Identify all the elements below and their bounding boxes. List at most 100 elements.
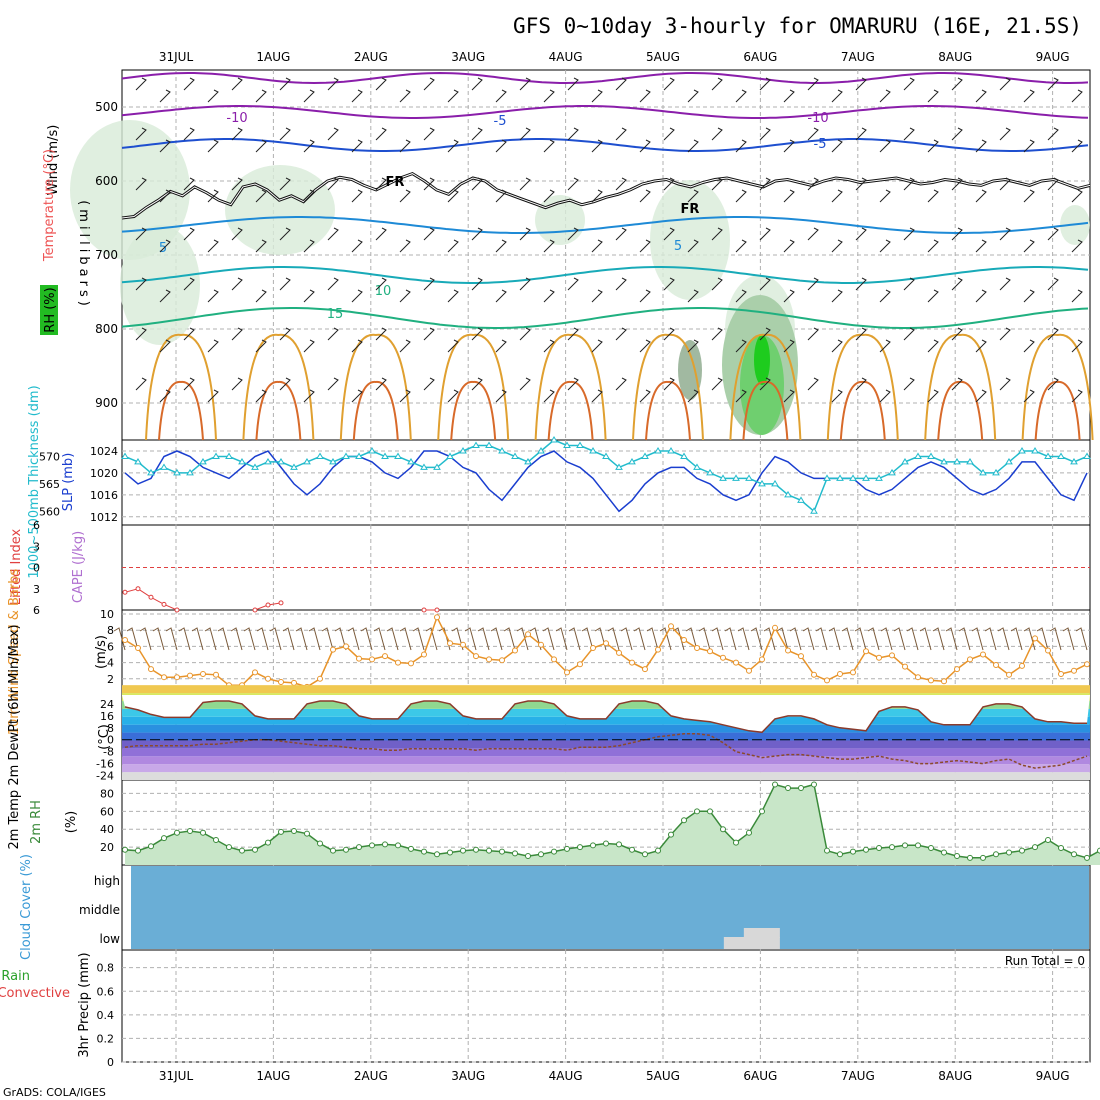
wind10-barb	[516, 627, 529, 651]
wind-barb	[663, 227, 675, 241]
isotherm-arch	[255, 380, 302, 441]
wind-barb	[807, 77, 819, 91]
thickness-point	[1044, 452, 1052, 459]
wind-barb	[639, 339, 651, 353]
wind10-barb	[347, 627, 360, 651]
axis-title-rh2m-unit: (%)	[64, 811, 79, 834]
wind-barb	[927, 139, 939, 153]
isotherm-arch	[547, 380, 594, 441]
wind-barb	[423, 177, 435, 191]
wind-barb	[135, 377, 147, 391]
wind-barb	[399, 139, 411, 153]
wind-barb	[183, 77, 195, 91]
wind-barb	[1047, 327, 1059, 341]
wind10-point	[720, 654, 726, 661]
isotherm-line	[121, 307, 1089, 329]
wind-barb	[447, 89, 459, 103]
wind10-barb	[724, 627, 737, 651]
wind10-barb	[711, 627, 724, 651]
thickness-point	[1005, 457, 1013, 465]
wind-barb	[975, 289, 987, 303]
wind-barb	[975, 189, 987, 203]
rh2m-point	[1071, 851, 1077, 858]
wind-barb	[279, 177, 291, 191]
rh2m-point	[499, 848, 505, 855]
low-cloud-patch	[723, 937, 780, 949]
rh2m-point	[304, 830, 310, 837]
isotherm-arch	[242, 333, 315, 441]
rh-tick: 20	[100, 841, 114, 854]
wind-barb	[687, 289, 699, 303]
wind10-barb	[399, 627, 412, 651]
wind-barb	[831, 339, 843, 353]
thickness-point	[641, 452, 649, 459]
wind-barb	[1071, 389, 1083, 403]
thickness-point	[693, 463, 701, 470]
wind10-point	[1058, 670, 1064, 677]
thickness-point	[810, 507, 818, 514]
wind-barb	[927, 89, 939, 103]
wind-barb	[327, 127, 339, 141]
wind10-barb	[763, 627, 776, 651]
thickness-point	[524, 457, 532, 465]
wind-barb	[639, 389, 651, 403]
rh2m-point	[1045, 836, 1051, 843]
wind10-point	[1032, 635, 1038, 642]
dewpoint-line	[124, 733, 1088, 769]
wind-barb	[1047, 277, 1059, 291]
wind-barb	[783, 339, 795, 353]
wind10-barb	[997, 627, 1010, 651]
wind-barb	[1023, 339, 1035, 353]
wind10-point	[668, 623, 674, 630]
wind-barb	[423, 327, 435, 341]
wind-barb	[399, 189, 411, 203]
wind-barb	[495, 289, 507, 303]
wind10-point	[486, 656, 492, 663]
rh2m-point	[278, 828, 284, 835]
wind-barb	[231, 377, 243, 391]
rh2m-point	[876, 845, 882, 851]
wind10-point	[330, 646, 336, 653]
wind10-point	[265, 675, 271, 682]
wind-barb	[519, 327, 531, 341]
rh2m-point	[226, 844, 232, 851]
wind10-point	[967, 656, 973, 663]
thickness-point	[290, 463, 298, 470]
wind10-point	[421, 651, 427, 658]
wind10-barb	[750, 627, 763, 651]
wind-barb	[951, 277, 963, 291]
wind-barb	[903, 277, 915, 291]
rh-area-grey	[678, 340, 702, 400]
wind-barb	[807, 377, 819, 391]
thickness-point	[472, 441, 480, 448]
cloud-level-label: low	[100, 932, 121, 946]
wind-barb	[519, 227, 531, 241]
wind10-point	[434, 614, 440, 621]
contour-label: -10	[807, 111, 828, 126]
wind10-barb	[971, 627, 984, 651]
wind10-barb	[334, 627, 347, 651]
isotherm-arch	[145, 333, 217, 441]
wind-barb	[159, 189, 171, 203]
axis-title-precip-total: Total / Rain	[0, 969, 30, 984]
wind10-barb	[412, 627, 425, 651]
wind10-barb	[776, 627, 789, 651]
lifted-index-point	[252, 607, 258, 613]
wind10-point	[629, 659, 635, 666]
wind-barb	[927, 239, 939, 253]
wind-barb	[351, 289, 363, 303]
wind-barb	[495, 389, 507, 403]
rh2m-point	[837, 851, 843, 858]
wind-barb	[735, 289, 747, 303]
wind10-point	[343, 643, 349, 650]
wind-barb	[855, 227, 867, 241]
wind-barb	[567, 77, 579, 91]
wind-barb	[519, 377, 531, 391]
rh2m-point	[616, 841, 622, 848]
precip-panel	[121, 949, 1091, 1063]
wind10-barb	[360, 627, 373, 651]
wind10-point	[915, 674, 921, 681]
wind-barb	[759, 127, 771, 141]
wind-barb	[207, 139, 219, 153]
wind-barb	[903, 327, 915, 341]
